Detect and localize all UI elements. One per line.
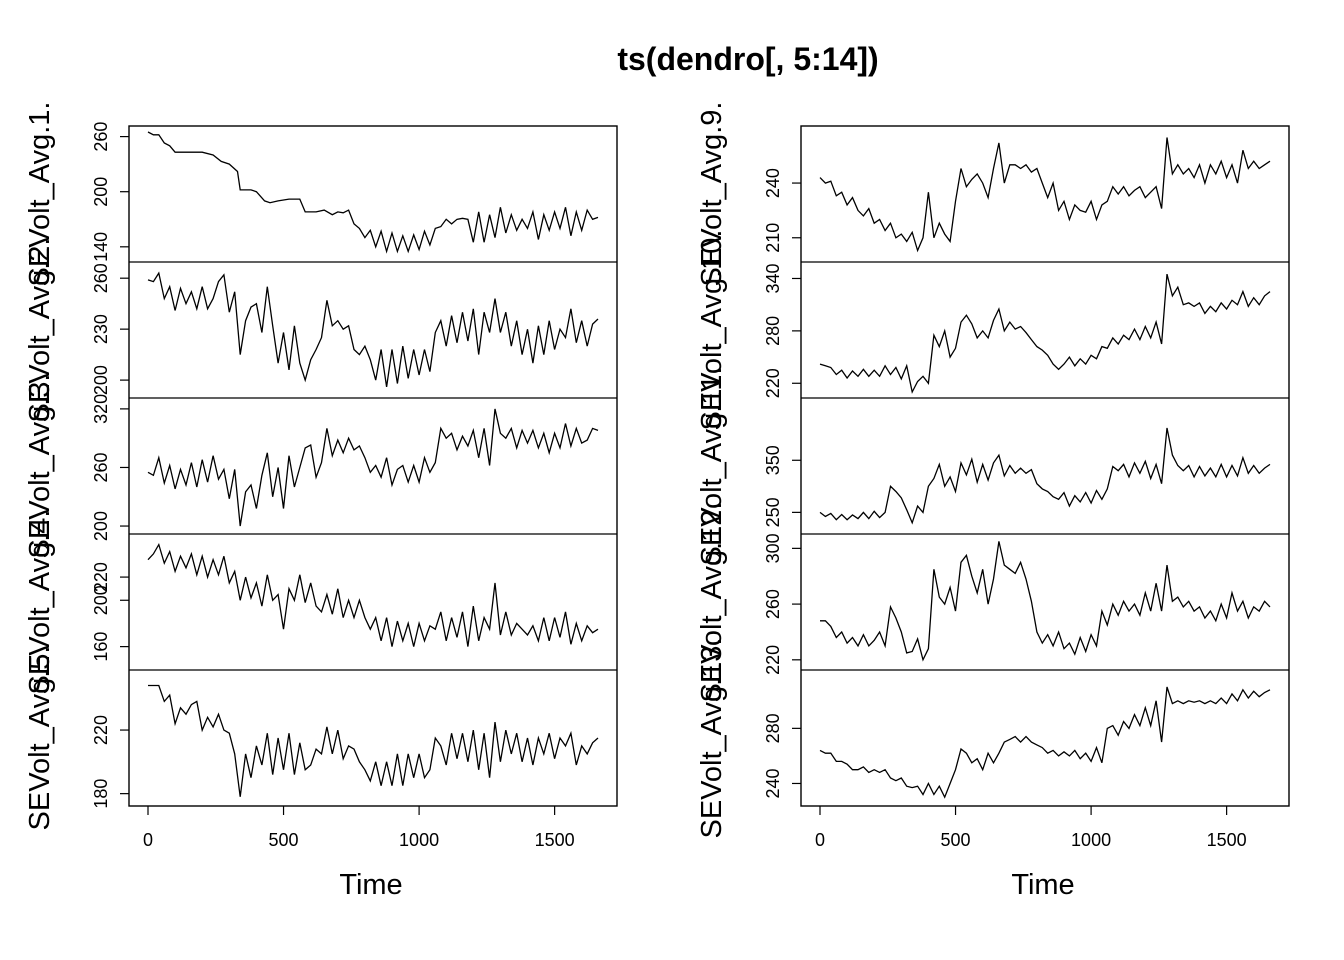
y-tick-label: 180 (91, 779, 111, 809)
y-tick-label: 300 (763, 533, 783, 563)
y-tick-label: 220 (91, 715, 111, 745)
series-line (819, 427, 1271, 525)
y-axis-label: SEVolt_Avg.12. (696, 501, 728, 702)
y-tick-label: 240 (763, 168, 783, 198)
series-line (819, 273, 1271, 394)
y-axis-label: SEVolt_Avg.4. (24, 510, 56, 695)
y-tick-label: 260 (763, 589, 783, 619)
series-line (819, 686, 1271, 799)
y-tick-label: 200 (91, 585, 111, 615)
chart-title: ts(dendro[, 5:14]) (617, 41, 878, 77)
series-line (147, 408, 599, 527)
y-axis-label: SEVolt_Avg.13. (696, 637, 728, 838)
y-tick-label: 340 (763, 263, 783, 293)
y-tick-label: 280 (763, 316, 783, 346)
y-tick-label: 200 (91, 365, 111, 395)
x-tick-label: 1000 (1071, 830, 1111, 850)
y-tick-label: 250 (763, 497, 783, 527)
y-tick-label: 260 (91, 452, 111, 482)
x-tick-label: 1500 (1207, 830, 1247, 850)
x-tick-label: 1500 (535, 830, 575, 850)
x-axis-label: Time (1011, 869, 1074, 901)
y-tick-label: 200 (91, 177, 111, 207)
y-tick-label: 280 (763, 713, 783, 743)
y-tick-label: 260 (91, 122, 111, 152)
series-line (148, 684, 599, 797)
series-line (147, 542, 599, 647)
y-tick-label: 210 (763, 223, 783, 253)
y-tick-label: 220 (763, 368, 783, 398)
series-line (147, 271, 599, 387)
x-tick-label: 500 (269, 830, 299, 850)
y-axis-label: SEVolt_Avg.1. (24, 102, 56, 287)
x-tick-label: 0 (815, 830, 825, 850)
x-tick-label: 500 (941, 830, 971, 850)
y-tick-label: 240 (763, 768, 783, 798)
plot-frame (128, 125, 618, 807)
x-tick-label: 1000 (399, 830, 439, 850)
y-axis-label: SEVolt_Avg.3. (24, 374, 56, 559)
y-tick-label: 220 (763, 645, 783, 675)
y-axis-label: SEVolt_Avg.11. (696, 367, 728, 566)
y-axis-label: SEVolt_Avg.10. (696, 229, 728, 430)
y-axis-label: SEVolt_Avg.9. (696, 102, 728, 287)
y-axis-label: SEVolt_Avg.5. (24, 646, 56, 831)
y-tick-label: 200 (91, 511, 111, 541)
y-tick-label: 260 (91, 263, 111, 293)
y-tick-label: 220 (91, 562, 111, 592)
x-tick-label: 0 (143, 830, 153, 850)
y-tick-label: 140 (91, 232, 111, 262)
y-tick-label: 350 (763, 445, 783, 475)
y-tick-label: 160 (91, 632, 111, 662)
y-tick-label: 320 (91, 394, 111, 424)
series-line (820, 541, 1271, 662)
plot-frame (800, 125, 1290, 807)
y-axis-label: SEVolt_Avg.2. (24, 238, 56, 423)
x-axis-label: Time (339, 869, 402, 901)
y-tick-label: 230 (91, 314, 111, 344)
series-line (147, 131, 599, 254)
series-line (819, 137, 1271, 253)
